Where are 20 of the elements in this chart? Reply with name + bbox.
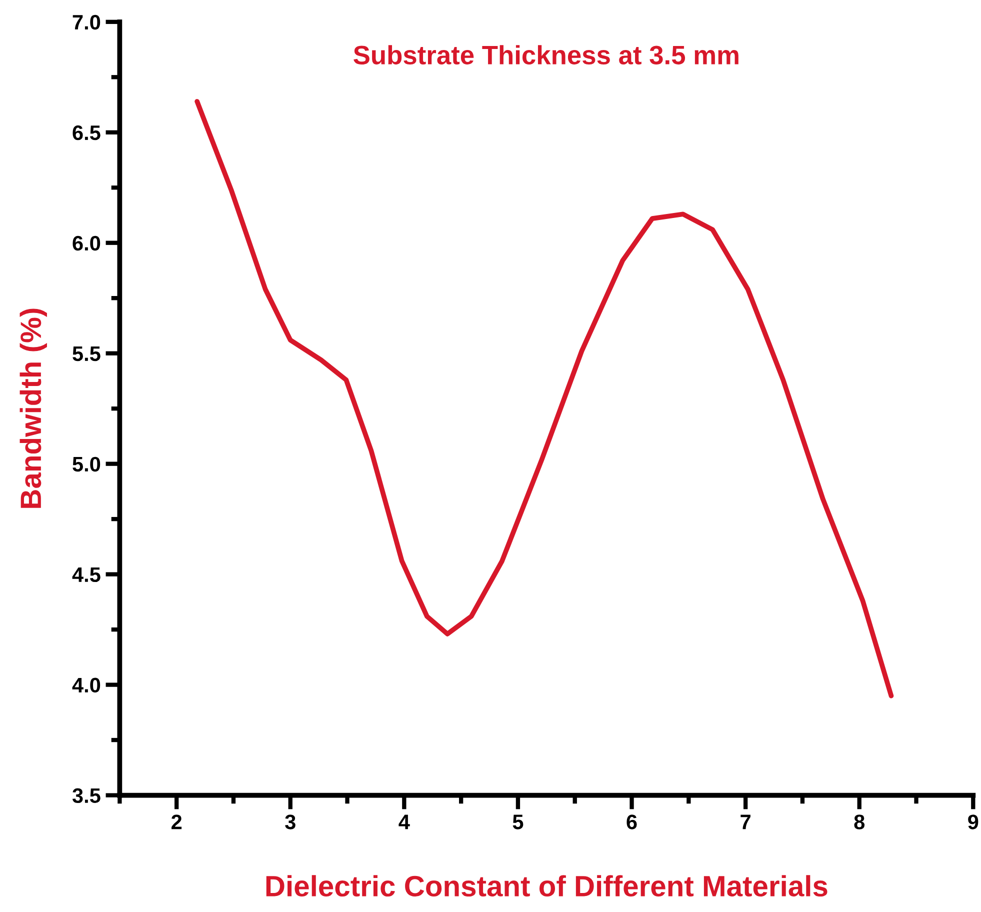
x-tick-label: 9 bbox=[968, 814, 978, 830]
line-series bbox=[194, 99, 894, 698]
y-tick-label: 6.0 bbox=[72, 236, 100, 251]
x-tick-label: 2 bbox=[172, 814, 182, 830]
text: Substrate Thickness at 3.5 mm bbox=[354, 45, 738, 65]
x-tick-label: 5 bbox=[512, 814, 524, 830]
y-tick-label: 4.0 bbox=[72, 678, 100, 693]
y-tick-label: 5.0 bbox=[72, 456, 100, 472]
y-tick-label: 4.5 bbox=[72, 568, 100, 582]
y-axis-title: Bandwidth (%) bbox=[20, 308, 47, 508]
x-tick-label: 8 bbox=[854, 814, 865, 830]
x-tick-label: 7 bbox=[740, 814, 750, 830]
x-tick-label: 6 bbox=[626, 814, 637, 830]
x-tick-label: 3 bbox=[285, 814, 296, 830]
x-tick-label: 4 bbox=[398, 814, 410, 830]
y-tick-label: 6.5 bbox=[72, 125, 100, 140]
x-axis-title: Dielectric Constant of Different Materials bbox=[266, 875, 828, 897]
y-tick-label: 7.0 bbox=[72, 14, 100, 30]
y-tick-label: 5.5 bbox=[72, 346, 100, 362]
y-tick-label: 3.5 bbox=[72, 788, 100, 804]
